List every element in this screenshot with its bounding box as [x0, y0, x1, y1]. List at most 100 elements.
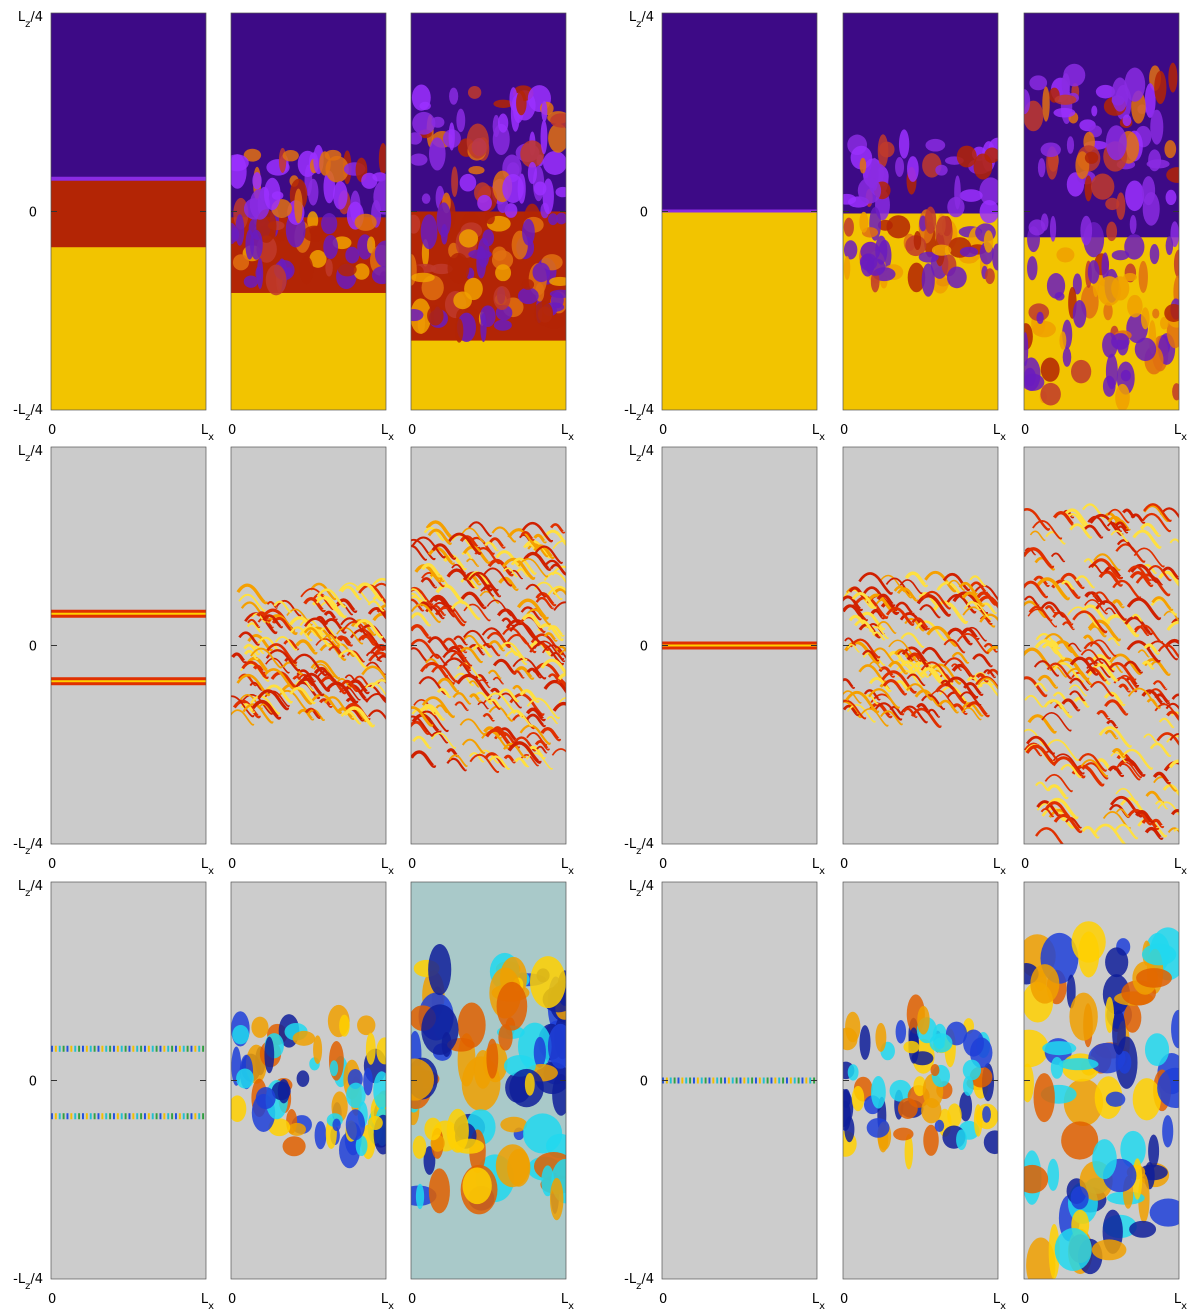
- plume: [1080, 215, 1093, 246]
- squiggle: [1081, 762, 1109, 780]
- squiggle: [928, 663, 962, 685]
- front: [774, 1077, 777, 1084]
- plume: [548, 213, 558, 226]
- plume: [1141, 176, 1156, 206]
- squiggle: [462, 571, 493, 592]
- front: [202, 1045, 205, 1052]
- vortex: [287, 1122, 306, 1136]
- squiggle: [423, 526, 445, 541]
- x-label-end-part: L: [381, 1292, 389, 1307]
- front: [74, 1045, 77, 1052]
- front: [105, 1113, 108, 1120]
- squiggle: [458, 646, 483, 664]
- squiggle: [315, 597, 338, 612]
- panel: [843, 13, 998, 410]
- squiggle: [1088, 624, 1107, 638]
- front: [696, 1077, 699, 1084]
- vortex: [1141, 943, 1177, 966]
- vortex: [893, 1127, 914, 1141]
- plume: [428, 137, 446, 171]
- plume: [411, 132, 423, 145]
- plume: [468, 249, 492, 260]
- squiggle: [1092, 591, 1113, 605]
- vortex: [495, 1144, 530, 1188]
- front: [673, 1077, 676, 1084]
- squiggle: [500, 643, 519, 656]
- squiggle: [477, 701, 489, 710]
- squiggle: [1158, 717, 1175, 729]
- x-label-end-part: x: [1181, 432, 1187, 443]
- squiggle: [1120, 748, 1153, 770]
- plume: [323, 234, 339, 260]
- vortex: [870, 1075, 886, 1109]
- plume: [1084, 151, 1099, 164]
- x-label-end: Lx: [993, 1292, 1006, 1312]
- squiggle: [473, 691, 493, 705]
- squiggle: [1151, 577, 1164, 586]
- squiggle: [1134, 624, 1164, 644]
- plume: [459, 173, 477, 192]
- plume: [907, 156, 919, 182]
- vortex: [1149, 1198, 1179, 1227]
- squiggle: [251, 613, 267, 623]
- front: [693, 1077, 695, 1084]
- y-label-top-part: L: [629, 879, 637, 894]
- squiggle: [1169, 538, 1179, 544]
- squiggle: [848, 586, 867, 599]
- plume: [325, 258, 333, 277]
- front: [66, 1045, 69, 1052]
- vortex: [421, 1004, 459, 1055]
- squiggle: [512, 670, 525, 679]
- plume: [1123, 273, 1137, 282]
- y-label-bottom-part: -L: [13, 1272, 26, 1287]
- squiggle: [315, 615, 328, 625]
- squiggle: [1171, 617, 1179, 625]
- plume: [1040, 142, 1061, 158]
- front: [120, 1113, 123, 1120]
- squiggle: [250, 694, 281, 715]
- squiggle: [336, 598, 358, 613]
- x-label-end-part: x: [819, 1301, 825, 1312]
- plume: [467, 86, 482, 99]
- squiggle: [411, 750, 437, 769]
- front: [182, 1113, 185, 1120]
- squiggle: [231, 695, 255, 718]
- vortex: [533, 1036, 546, 1068]
- front: [58, 1113, 61, 1120]
- squiggle: [1024, 694, 1044, 708]
- squiggle: [491, 526, 517, 543]
- squiggle: [434, 606, 466, 627]
- plume: [946, 266, 967, 289]
- squiggle: [558, 697, 566, 704]
- vortex: [1048, 1224, 1060, 1279]
- squiggle: [482, 584, 502, 598]
- squiggle: [360, 634, 376, 646]
- plume: [1111, 333, 1130, 350]
- squiggle: [1053, 813, 1083, 834]
- squiggle: [843, 604, 868, 622]
- vortex: [1091, 1239, 1127, 1261]
- front: [182, 1045, 185, 1052]
- x-label-end: Lx: [561, 857, 574, 877]
- squiggle: [482, 713, 495, 722]
- squiggle: [1051, 753, 1085, 775]
- squiggle: [911, 617, 930, 630]
- squiggle: [437, 677, 460, 693]
- squiggle: [358, 584, 386, 605]
- x-label-end-part: L: [201, 1292, 209, 1307]
- squiggle: [271, 616, 293, 632]
- x-label-end-part: L: [201, 423, 209, 438]
- squiggle: [1127, 565, 1152, 582]
- squiggle: [250, 647, 283, 669]
- front: [128, 1113, 131, 1120]
- plume: [319, 151, 331, 176]
- squiggle: [519, 688, 540, 704]
- squiggle: [307, 708, 325, 722]
- x-label-end: Lx: [993, 423, 1006, 443]
- squiggle: [468, 571, 499, 592]
- plume: [532, 262, 551, 283]
- plume: [282, 149, 299, 162]
- squiggle: [328, 645, 345, 658]
- squiggle: [1107, 637, 1121, 646]
- plume: [276, 232, 286, 242]
